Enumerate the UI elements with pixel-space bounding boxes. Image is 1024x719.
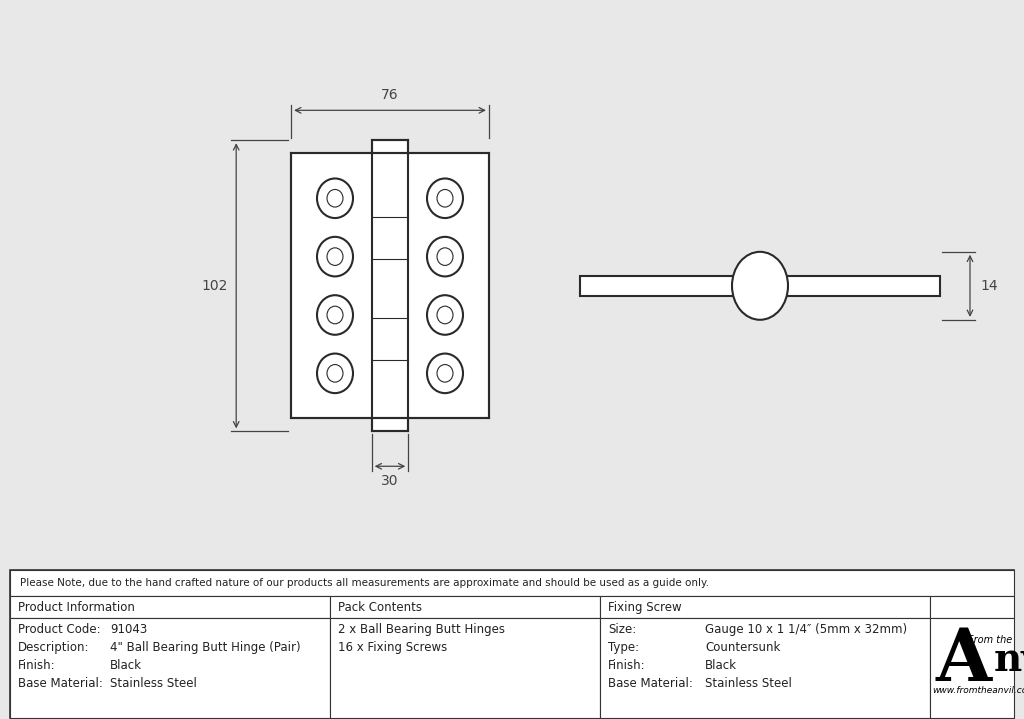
- Text: 4" Ball Bearing Butt Hinge (Pair): 4" Ball Bearing Butt Hinge (Pair): [110, 641, 301, 654]
- Bar: [291, 153, 488, 418]
- Ellipse shape: [437, 306, 453, 324]
- Text: www.fromtheanvil.co.uk: www.fromtheanvil.co.uk: [933, 686, 1024, 695]
- Bar: [330, 596, 600, 618]
- Text: 14: 14: [980, 279, 997, 293]
- Ellipse shape: [437, 190, 453, 207]
- Text: 76: 76: [381, 88, 398, 102]
- Text: Pack Contents: Pack Contents: [338, 601, 422, 614]
- Bar: [930, 618, 1014, 718]
- Text: 2 x Ball Bearing Butt Hinges: 2 x Ball Bearing Butt Hinges: [338, 623, 505, 636]
- Text: From the: From the: [968, 635, 1012, 645]
- Text: 102: 102: [202, 279, 228, 293]
- Text: nvil: nvil: [994, 641, 1024, 679]
- Bar: [372, 153, 409, 418]
- Bar: [10, 570, 1014, 596]
- Text: Finish:: Finish:: [18, 659, 55, 672]
- Ellipse shape: [317, 354, 353, 393]
- Text: Black: Black: [705, 659, 737, 672]
- Bar: [10, 596, 330, 618]
- Bar: [372, 140, 409, 153]
- Bar: [600, 596, 930, 618]
- Bar: [600, 618, 930, 718]
- Text: Gauge 10 x 1 1/4″ (5mm x 32mm): Gauge 10 x 1 1/4″ (5mm x 32mm): [705, 623, 907, 636]
- Text: Stainless Steel: Stainless Steel: [705, 677, 792, 690]
- Ellipse shape: [427, 354, 463, 393]
- Bar: [930, 596, 1014, 618]
- Ellipse shape: [437, 248, 453, 265]
- Text: Black: Black: [110, 659, 142, 672]
- Text: Base Material:: Base Material:: [608, 677, 693, 690]
- Text: Product Code:: Product Code:: [18, 623, 100, 636]
- Text: Size:: Size:: [608, 623, 636, 636]
- Ellipse shape: [427, 178, 463, 218]
- Text: Fixing Screw: Fixing Screw: [608, 601, 682, 614]
- Text: Type:: Type:: [608, 641, 639, 654]
- Ellipse shape: [732, 252, 788, 320]
- Bar: [10, 618, 330, 718]
- Bar: [330, 618, 600, 718]
- Ellipse shape: [327, 306, 343, 324]
- Ellipse shape: [437, 365, 453, 382]
- Bar: [372, 418, 409, 431]
- Text: Please Note, due to the hand crafted nature of our products all measurements are: Please Note, due to the hand crafted nat…: [20, 578, 709, 588]
- Text: Base Material:: Base Material:: [18, 677, 102, 690]
- Ellipse shape: [317, 237, 353, 276]
- Ellipse shape: [327, 190, 343, 207]
- Ellipse shape: [317, 296, 353, 335]
- Ellipse shape: [427, 237, 463, 276]
- Ellipse shape: [427, 296, 463, 335]
- Ellipse shape: [327, 365, 343, 382]
- Ellipse shape: [327, 248, 343, 265]
- Text: Countersunk: Countersunk: [705, 641, 780, 654]
- Text: 16 x Fixing Screws: 16 x Fixing Screws: [338, 641, 447, 654]
- Text: Finish:: Finish:: [608, 659, 645, 672]
- Text: Product Information: Product Information: [18, 601, 135, 614]
- Text: Description:: Description:: [18, 641, 89, 654]
- Bar: [580, 276, 734, 296]
- Bar: [786, 276, 940, 296]
- Ellipse shape: [317, 178, 353, 218]
- Text: 91043: 91043: [110, 623, 147, 636]
- Text: 30: 30: [381, 475, 398, 488]
- Text: A: A: [936, 625, 992, 696]
- Text: Stainless Steel: Stainless Steel: [110, 677, 197, 690]
